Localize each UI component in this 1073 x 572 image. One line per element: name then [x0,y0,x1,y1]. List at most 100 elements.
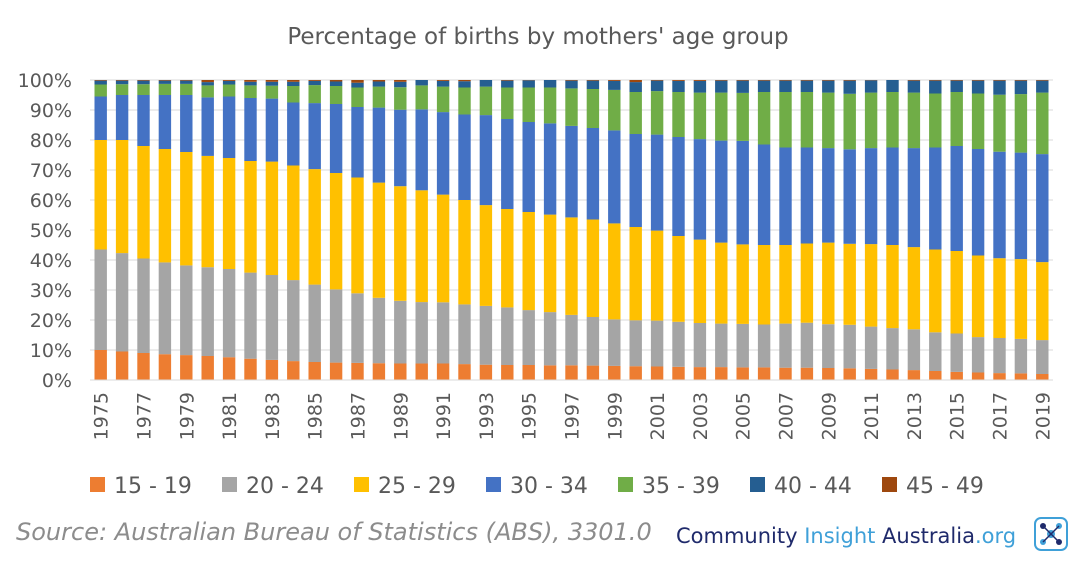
bar-segment-1997-25-29 [565,217,578,315]
bar-segment-2010-30-34 [843,149,856,244]
bar-segment-2006-20-24 [757,324,771,368]
legend-label: 40 - 44 [774,474,852,499]
bar-segment-1983-40-44 [265,81,279,86]
bar-segment-2002-40-44 [672,80,685,92]
bar-segment-2005-20-24 [736,323,749,368]
bar-segment-2017-40-44 [993,80,1006,95]
bar-segment-2008-40-44 [800,80,814,92]
bar-segment-2016-25-29 [971,255,985,338]
x-tick-label: 1997 [562,392,584,440]
bar-segment-2010-20-24 [843,324,856,369]
bar-segment-2003-25-29 [693,239,707,323]
bar-segment-1990-30-34 [415,109,428,191]
bar-segment-2006-25-29 [757,245,771,325]
brand-word-org: .org [974,524,1017,548]
bar-segment-1979-40-44 [180,80,193,84]
legend-label: 20 - 24 [246,474,324,499]
bar-segment-2009-45-49 [822,80,835,81]
bar-segment-1995-40-44 [522,80,535,88]
bar-segment-2018-30-34 [1014,152,1028,260]
x-tick-label: 1977 [134,392,156,440]
bar-segment-2001-40-44 [650,80,664,92]
bar-segment-1987-30-34 [351,107,364,178]
bar-segment-2014-20-24 [929,332,942,371]
bar-segment-1994-20-24 [501,307,514,365]
bar-segment-1988-40-44 [372,81,386,87]
bar-segment-1996-15-19 [543,365,557,380]
bar-segment-1984-45-49 [287,80,300,82]
bar-segment-2010-25-29 [843,243,856,325]
source-note: Source: Australian Bureau of Statistics … [16,518,652,546]
bar-segment-1978-15-19 [158,354,172,380]
x-tick-label: 2005 [733,392,755,440]
bar-segment-1994-25-29 [501,209,514,308]
bar-segment-2019-30-34 [1036,154,1049,263]
bar-segment-1977-45-49 [137,80,150,81]
bar-segment-1993-30-34 [479,115,493,206]
bar-segment-1978-20-24 [158,262,172,355]
legend-swatch [750,477,765,492]
bar-segment-1980-35-39 [201,85,214,98]
bar-segment-1998-20-24 [586,317,600,366]
legend-label: 25 - 29 [378,474,456,499]
bar-segment-1985-35-39 [308,85,321,104]
bar-segment-1976-35-39 [115,84,129,95]
bar-segment-1980-30-34 [201,97,214,156]
bar-segment-2010-35-39 [843,93,856,150]
bar-segment-1992-25-29 [458,200,471,305]
bar-segment-2003-30-34 [693,139,707,240]
x-axis: 1975 1977 1979 1981 1983 1985 1987 1989 1991 1993… [90,379,1054,440]
bar-segment-1990-40-44 [415,80,428,86]
bar-segment-1986-45-49 [329,80,343,82]
bar-segment-1978-25-29 [158,149,172,263]
bar-segment-2001-20-24 [650,320,664,367]
bar-segment-2003-15-19 [693,367,707,380]
y-tick-label: 30% [30,280,72,302]
bar-segment-2011-25-29 [864,244,878,327]
bar-segment-2011-35-39 [864,92,878,149]
y-tick-label: 40% [30,250,72,272]
bar-segment-1985-15-19 [308,362,321,380]
bar-segment-1997-35-39 [565,88,578,126]
bar-segment-2009-40-44 [822,80,835,93]
bar-segment-2000-20-24 [629,320,642,367]
bar-segment-1987-45-49 [351,80,364,83]
bar-segment-2000-25-29 [629,227,642,321]
bar-segment-2016-15-19 [971,372,985,380]
bar-segment-1994-45-49 [501,80,514,81]
bar-segment-1977-25-29 [137,146,150,259]
bar-segment-2014-40-44 [929,80,942,94]
bar-segment-1985-25-29 [308,169,321,285]
y-tick-label: 80% [30,130,72,152]
bar-segment-2018-15-19 [1014,373,1028,380]
bar-segment-1986-30-34 [329,104,343,173]
bar-segment-2008-35-39 [800,92,814,148]
bar-segment-1987-15-19 [351,362,364,380]
bar-segment-2009-30-34 [822,148,835,243]
bar-segment-1991-25-29 [436,194,450,303]
bar-segment-2015-15-19 [950,371,963,380]
bar-segment-1980-20-24 [201,267,214,356]
bar-segment-2011-15-19 [864,368,878,380]
bar-segment-1983-30-34 [265,98,279,162]
bar-segment-1995-30-34 [522,122,535,212]
bar-segment-2006-45-49 [757,80,771,81]
bar-segment-1987-35-39 [351,87,364,107]
bar-segment-1988-20-24 [372,297,386,364]
bar-segment-2006-30-34 [757,144,771,245]
legend-label: 35 - 39 [642,474,720,499]
bar-segment-2003-20-24 [693,323,707,368]
bar-segment-1992-35-39 [458,87,471,115]
y-tick-label: 60% [30,190,72,212]
bar-segment-1999-30-34 [608,130,621,224]
bar-segment-1989-15-19 [394,363,407,380]
bar-segment-2008-20-24 [800,322,814,368]
y-tick-label: 90% [30,100,72,122]
bar-segment-1979-15-19 [180,355,193,380]
bar-segment-1990-35-39 [415,85,428,110]
bar-segment-1994-35-39 [501,87,514,119]
bar-segment-2019-20-24 [1036,340,1049,374]
bar-segment-2010-15-19 [843,368,856,380]
bar-segment-2017-35-39 [993,94,1006,152]
bar-segment-1993-35-39 [479,86,493,116]
